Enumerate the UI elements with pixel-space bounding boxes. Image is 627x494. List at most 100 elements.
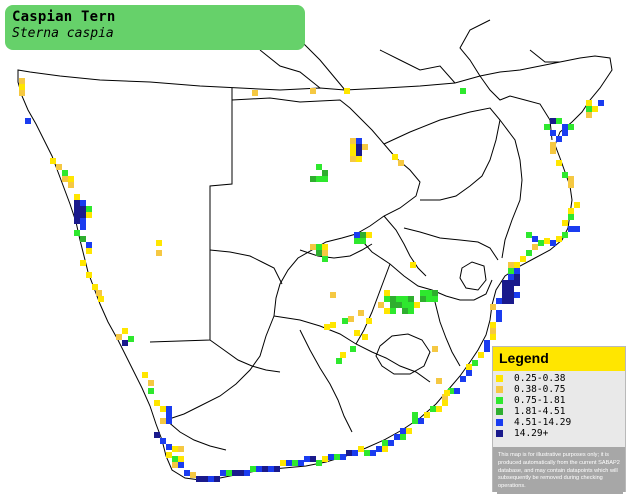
sighting-cell <box>454 388 460 394</box>
sighting-cell <box>556 160 562 166</box>
sighting-cell <box>62 170 68 176</box>
sighting-cell <box>122 340 128 346</box>
legend-item: 0.38-0.75 <box>493 384 625 395</box>
sighting-cell <box>322 456 328 462</box>
legend-panel: Legend 0.25-0.38 0.38-0.75 0.75-1.81 1.8… <box>492 346 626 494</box>
sighting-cell <box>376 446 382 452</box>
sighting-cell <box>86 242 92 248</box>
sighting-cell <box>394 434 400 440</box>
sighting-cell <box>430 406 436 412</box>
sighting-cell <box>490 304 496 310</box>
sighting-cell <box>160 406 166 412</box>
sighting-cell <box>408 296 414 302</box>
sighting-cell <box>568 208 574 214</box>
sighting-cell <box>574 226 580 232</box>
sighting-cell <box>402 302 408 308</box>
sighting-cell <box>154 432 160 438</box>
sighting-cell <box>586 112 592 118</box>
sighting-cell <box>226 470 232 476</box>
sighting-cell <box>25 118 31 124</box>
sighting-cell <box>142 372 148 378</box>
sighting-cell <box>346 450 352 456</box>
sighting-cell <box>80 236 86 242</box>
sighting-cell <box>350 346 356 352</box>
legend-item: 1.81-4.51 <box>493 406 625 417</box>
sighting-cell <box>340 352 346 358</box>
sighting-cell <box>80 212 86 218</box>
sighting-cell <box>336 358 342 364</box>
legend-items: 0.25-0.38 0.38-0.75 0.75-1.81 1.81-4.51 … <box>493 373 625 439</box>
sighting-cell <box>550 148 556 154</box>
sighting-cell <box>382 446 388 452</box>
sighting-cell <box>166 412 172 418</box>
sighting-cell <box>190 472 196 478</box>
sighting-cell <box>316 460 322 466</box>
sighting-cell <box>496 298 502 304</box>
sighting-cell <box>322 170 328 176</box>
sighting-cell <box>360 232 366 238</box>
sighting-cell <box>358 446 364 452</box>
legend-item: 0.75-1.81 <box>493 395 625 406</box>
sighting-cell <box>550 130 556 136</box>
sighting-cell <box>562 232 568 238</box>
country-borders <box>17 19 613 481</box>
sighting-cell <box>74 194 80 200</box>
sighting-cell <box>514 280 520 286</box>
sighting-cell <box>166 406 172 412</box>
sighting-cell <box>116 334 122 340</box>
sighting-cell <box>366 232 372 238</box>
sighting-cell <box>432 290 438 296</box>
sighting-cell <box>80 218 86 224</box>
legend-item: 0.25-0.38 <box>493 373 625 384</box>
sighting-cell <box>74 218 80 224</box>
sighting-cell <box>412 418 418 424</box>
sighting-cell <box>432 296 438 302</box>
sighting-cell <box>366 318 372 324</box>
sighting-cell <box>280 460 286 466</box>
sighting-cell <box>414 302 420 308</box>
sighting-cell <box>172 456 178 462</box>
sighting-cell <box>568 182 574 188</box>
sighting-cell <box>202 476 208 482</box>
sighting-cell <box>378 302 384 308</box>
sighting-cells <box>19 78 604 482</box>
sighting-cell <box>330 322 336 328</box>
sighting-cell <box>382 440 388 446</box>
sighting-cell <box>316 250 322 256</box>
species-scientific-name: Sterna caspia <box>12 26 114 41</box>
sighting-cell <box>156 250 162 256</box>
sighting-cell <box>356 150 362 156</box>
sighting-cell <box>436 378 442 384</box>
sighting-cell <box>196 476 202 482</box>
sighting-cell <box>350 138 356 144</box>
sighting-cell <box>390 296 396 302</box>
sighting-cell <box>310 88 316 94</box>
sighting-cell <box>356 144 362 150</box>
legend-item: 4.51-14.29 <box>493 417 625 428</box>
sighting-cell <box>358 310 364 316</box>
sighting-cell <box>442 400 448 406</box>
sighting-cell <box>400 428 406 434</box>
sighting-cell <box>412 412 418 418</box>
sighting-cell <box>262 466 268 472</box>
sighting-cell <box>550 118 556 124</box>
sighting-cell <box>74 206 80 212</box>
sighting-cell <box>74 230 80 236</box>
sighting-cell <box>62 176 68 182</box>
legend-swatch <box>496 397 503 404</box>
sighting-cell <box>80 224 86 230</box>
sighting-cell <box>322 244 328 250</box>
sighting-cell <box>74 200 80 206</box>
sighting-cell <box>408 308 414 314</box>
sighting-cell <box>586 100 592 106</box>
sighting-cell <box>74 212 80 218</box>
sighting-cell <box>514 274 520 280</box>
sighting-cell <box>420 296 426 302</box>
legend-swatch <box>496 408 503 415</box>
sighting-cell <box>508 268 514 274</box>
sighting-cell <box>568 226 574 232</box>
sighting-cell <box>356 138 362 144</box>
sighting-cell <box>402 296 408 302</box>
sighting-cell <box>274 466 280 472</box>
